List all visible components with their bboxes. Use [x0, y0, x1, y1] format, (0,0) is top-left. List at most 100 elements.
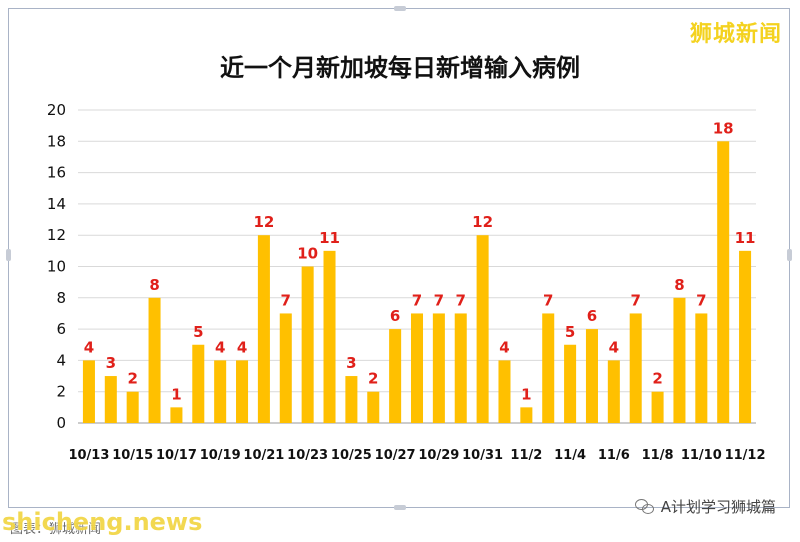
y-axis-ticks: 0 2 4 6 8 10 12 14 16 18 20 — [47, 101, 66, 432]
data-label: 10 — [297, 245, 318, 263]
x-tick-label: 10/21 — [243, 448, 284, 463]
bar-11/5 — [585, 329, 598, 423]
bar-10/26 — [367, 391, 380, 423]
data-label: 12 — [472, 213, 493, 231]
bar-10/22 — [279, 313, 292, 423]
watermark: shicheng.news — [2, 508, 203, 536]
x-tick-label: 10/17 — [156, 448, 197, 463]
wechat-account-name: A计划学习狮城篇 — [660, 498, 776, 516]
data-label: 4 — [215, 338, 225, 356]
data-label: 7 — [281, 291, 291, 309]
data-label: 3 — [106, 354, 116, 372]
bar-11/12 — [739, 250, 752, 423]
gridlines — [78, 109, 756, 424]
data-label: 8 — [149, 276, 159, 294]
data-label: 7 — [543, 291, 553, 309]
y-tick-label: 14 — [47, 195, 66, 213]
data-label: 1 — [521, 385, 531, 403]
x-tick-label: 10/27 — [375, 448, 416, 463]
wechat-icon — [634, 498, 655, 515]
y-tick-label: 0 — [56, 414, 66, 432]
bar-10/30 — [454, 313, 467, 423]
data-label: 8 — [674, 276, 684, 294]
x-tick-label: 10/15 — [112, 448, 153, 463]
bar-10/18 — [192, 344, 205, 423]
chart-title: 近一个月新加坡每日新增输入病例 — [220, 54, 580, 82]
x-tick-label: 11/8 — [642, 448, 674, 463]
data-label: 6 — [587, 307, 597, 325]
bar-10/25 — [345, 376, 358, 423]
bar-10/15 — [126, 391, 139, 423]
x-tick-label: 10/19 — [200, 448, 241, 463]
data-label: 2 — [127, 370, 137, 388]
y-tick-label: 18 — [47, 132, 66, 150]
y-tick-label: 4 — [56, 351, 66, 369]
x-tick-label: 11/12 — [725, 448, 766, 463]
data-label: 5 — [193, 323, 203, 341]
y-tick-label: 2 — [56, 383, 66, 401]
resize-handle-bottom[interactable] — [394, 505, 406, 510]
bar-10/27 — [389, 329, 402, 423]
data-label: 18 — [713, 119, 734, 137]
data-label: 4 — [237, 338, 247, 356]
data-label: 4 — [84, 338, 94, 356]
data-label: 2 — [652, 370, 662, 388]
data-label: 7 — [456, 291, 466, 309]
bar-10/21 — [257, 235, 270, 423]
resize-handle-top[interactable] — [394, 6, 406, 11]
bar-11/4 — [564, 344, 577, 423]
x-tick-label: 11/4 — [554, 448, 586, 463]
x-tick-label: 10/31 — [462, 448, 503, 463]
data-label: 4 — [609, 338, 619, 356]
data-label: 12 — [253, 213, 274, 231]
y-tick-label: 8 — [56, 289, 66, 307]
y-tick-label: 12 — [47, 226, 66, 244]
y-tick-label: 10 — [47, 258, 66, 276]
bar-10/20 — [236, 360, 249, 423]
chart-frame — [6, 6, 792, 510]
y-tick-label: 6 — [56, 320, 66, 338]
resize-handle-left[interactable] — [6, 249, 11, 261]
bar-10/31 — [476, 235, 489, 423]
bar-11/3 — [542, 313, 555, 423]
y-tick-label: 20 — [47, 101, 66, 119]
data-label: 7 — [630, 291, 640, 309]
x-tick-label: 10/13 — [68, 448, 109, 463]
wechat-account-badge: A计划学习狮城篇 — [634, 496, 776, 517]
data-label: 2 — [368, 370, 378, 388]
data-label: 11 — [319, 229, 340, 247]
bar-11/1 — [498, 360, 511, 423]
x-tick-label: 10/25 — [331, 448, 372, 463]
bar-10/16 — [148, 297, 161, 423]
x-tick-label: 11/2 — [510, 448, 542, 463]
data-label: 11 — [735, 229, 756, 247]
bar-11/11 — [717, 141, 730, 424]
data-label: 6 — [390, 307, 400, 325]
bar-10/29 — [432, 313, 445, 423]
data-label: 5 — [565, 323, 575, 341]
x-axis-ticks: 10/13 10/15 10/17 10/19 10/21 10/23 10/25 10/27… — [68, 448, 765, 463]
bar-11/7 — [629, 313, 642, 423]
bar-10/28 — [410, 313, 424, 423]
data-label: 1 — [171, 385, 181, 403]
bar-10/14 — [104, 376, 117, 423]
source-caption: 图表：狮城新闻 — [10, 522, 102, 537]
bar-11/9 — [673, 297, 686, 423]
x-tick-label: 11/6 — [598, 448, 630, 463]
bar-11/10 — [695, 313, 708, 423]
bar-11/6 — [607, 360, 620, 423]
data-label: 3 — [346, 354, 356, 372]
x-tick-label: 10/29 — [418, 448, 459, 463]
y-tick-label: 16 — [47, 164, 66, 182]
bars — [82, 141, 752, 424]
bar-11/8 — [651, 391, 664, 423]
data-label: 7 — [696, 291, 706, 309]
data-label: 7 — [434, 291, 444, 309]
bar-10/13 — [82, 360, 95, 423]
resize-handle-right[interactable] — [787, 249, 792, 261]
bar-10/23 — [301, 266, 314, 423]
bar-10/17 — [170, 407, 183, 423]
brand-logo-text: 狮城新闻 — [689, 22, 782, 47]
